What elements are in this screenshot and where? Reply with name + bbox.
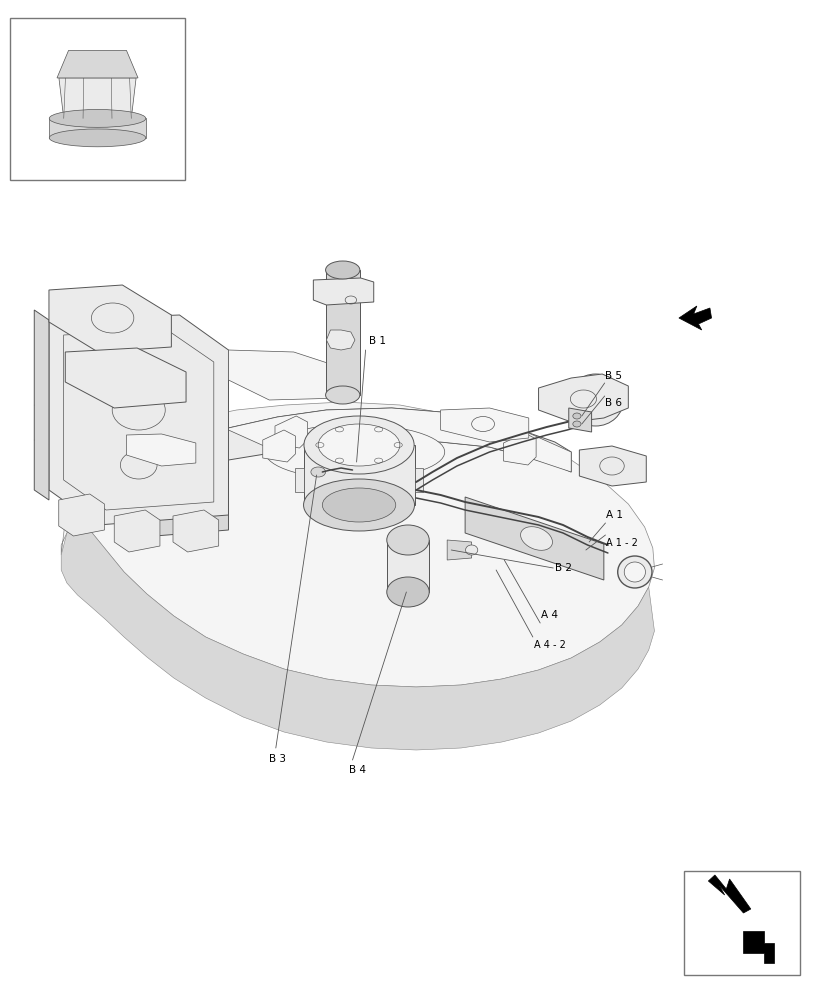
Polygon shape <box>503 433 536 465</box>
Ellipse shape <box>387 525 429 555</box>
Polygon shape <box>65 348 186 408</box>
Polygon shape <box>98 485 228 537</box>
Polygon shape <box>679 306 712 330</box>
Ellipse shape <box>326 261 360 279</box>
Polygon shape <box>228 350 343 400</box>
Bar <box>10 18 185 180</box>
Text: B 6: B 6 <box>605 398 623 408</box>
Polygon shape <box>441 408 529 442</box>
Text: A 4 - 2: A 4 - 2 <box>534 640 565 650</box>
Polygon shape <box>326 270 360 395</box>
Ellipse shape <box>322 488 396 522</box>
Polygon shape <box>57 50 138 78</box>
Text: A 1 - 2: A 1 - 2 <box>606 538 638 548</box>
Polygon shape <box>579 446 646 486</box>
Polygon shape <box>387 540 429 592</box>
Text: B 5: B 5 <box>605 371 623 381</box>
Polygon shape <box>114 510 160 552</box>
Polygon shape <box>263 430 295 462</box>
Text: B 1: B 1 <box>369 336 386 346</box>
Ellipse shape <box>618 556 652 588</box>
Polygon shape <box>59 494 104 536</box>
Polygon shape <box>275 416 308 448</box>
Ellipse shape <box>521 527 552 550</box>
Ellipse shape <box>573 413 581 419</box>
Polygon shape <box>228 350 571 472</box>
Polygon shape <box>34 310 49 500</box>
Ellipse shape <box>318 424 400 466</box>
Text: A 4: A 4 <box>541 610 558 620</box>
Text: A 1: A 1 <box>606 510 623 520</box>
Polygon shape <box>59 78 136 118</box>
Text: B 4: B 4 <box>349 765 366 775</box>
Ellipse shape <box>304 479 415 531</box>
Bar <box>684 871 800 975</box>
Polygon shape <box>326 330 355 350</box>
Polygon shape <box>539 374 628 422</box>
Polygon shape <box>49 315 228 525</box>
Polygon shape <box>49 285 171 352</box>
Polygon shape <box>313 278 374 305</box>
Ellipse shape <box>568 374 623 426</box>
Ellipse shape <box>304 416 414 474</box>
Polygon shape <box>304 445 415 505</box>
Polygon shape <box>61 402 654 687</box>
Ellipse shape <box>624 562 645 582</box>
Text: B 3: B 3 <box>269 754 286 764</box>
Ellipse shape <box>311 467 326 477</box>
Ellipse shape <box>49 129 146 147</box>
Ellipse shape <box>466 545 478 555</box>
Ellipse shape <box>49 110 146 127</box>
Polygon shape <box>743 931 774 963</box>
Polygon shape <box>98 405 228 512</box>
Polygon shape <box>98 405 571 472</box>
Ellipse shape <box>326 386 360 404</box>
Ellipse shape <box>387 577 429 607</box>
Polygon shape <box>49 118 146 138</box>
Ellipse shape <box>573 421 581 427</box>
Polygon shape <box>295 468 304 492</box>
Polygon shape <box>569 408 592 432</box>
Polygon shape <box>708 875 751 913</box>
Polygon shape <box>447 540 472 560</box>
Polygon shape <box>61 520 654 750</box>
Polygon shape <box>415 468 423 492</box>
Polygon shape <box>173 510 219 552</box>
Polygon shape <box>465 497 604 580</box>
Text: B 2: B 2 <box>555 563 572 573</box>
Polygon shape <box>126 434 196 466</box>
Ellipse shape <box>265 424 445 480</box>
